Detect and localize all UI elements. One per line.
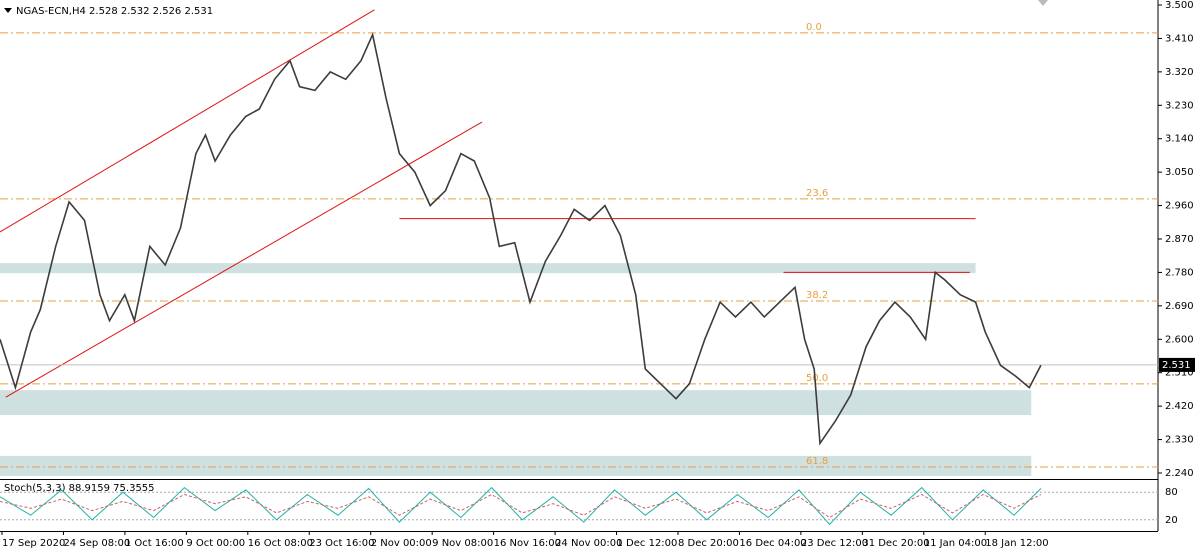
y-tick-label: 3.410 <box>1165 33 1194 44</box>
stoch-line <box>0 493 1042 519</box>
y-tick-label: 3.140 <box>1165 134 1194 145</box>
x-tick-label: 18 Jan 12:00 <box>985 538 1048 549</box>
fib-label: 23.6 <box>806 188 828 199</box>
y-tick-label: 3.050 <box>1165 167 1194 178</box>
y-tick-label: 2.510 <box>1165 368 1194 379</box>
indicator-title: Stoch(5,3,3) 88.9159 75.3555 <box>4 483 155 494</box>
zone <box>0 455 1032 476</box>
y-tick-label: 2.960 <box>1165 201 1194 212</box>
shift-marker <box>1038 0 1048 6</box>
x-tick-label: 16 Oct 08:00 <box>248 538 313 549</box>
fib-label: 0.0 <box>806 22 822 33</box>
x-tick-label: 8 Dec 20:00 <box>678 538 739 549</box>
y-tick-label: 20 <box>1165 515 1178 526</box>
y-tick-label: 2.870 <box>1165 234 1194 245</box>
fib-label: 38.2 <box>806 290 828 301</box>
y-tick-label: 3.320 <box>1165 67 1194 78</box>
x-tick-label: 9 Nov 08:00 <box>432 538 493 549</box>
y-tick-label: 2.600 <box>1165 334 1194 345</box>
y-tick-label: 2.240 <box>1165 468 1194 479</box>
x-tick-label: 31 Dec 20:00 <box>862 538 929 549</box>
current-price-box <box>1159 357 1195 372</box>
zone <box>0 263 976 274</box>
x-tick-label: 16 Nov 16:00 <box>494 538 561 549</box>
x-tick-label: 17 Sep 2020 <box>2 538 65 549</box>
symbol-icon <box>4 8 12 13</box>
stoch-line <box>0 486 1042 526</box>
price-line <box>0 32 1042 446</box>
y-tick-label: 3.230 <box>1165 100 1194 111</box>
y-tick-label: 2.780 <box>1165 267 1194 278</box>
fib-label: 50.0 <box>806 373 828 384</box>
zone <box>0 390 1032 416</box>
x-tick-label: 2 Nov 00:00 <box>371 538 432 549</box>
y-tick-label: 2.420 <box>1165 401 1194 412</box>
x-tick-label: 23 Dec 12:00 <box>801 538 868 549</box>
fib-label: 61.8 <box>806 456 828 467</box>
x-tick-label: 16 Dec 04:00 <box>739 538 806 549</box>
x-tick-label: 24 Sep 08:00 <box>63 538 130 549</box>
x-tick-label: 1 Oct 16:00 <box>125 538 184 549</box>
x-tick-label: 1 Dec 12:00 <box>617 538 678 549</box>
y-tick-label: 3.500 <box>1165 0 1194 11</box>
chart-title: NGAS-ECN,H4 2.528 2.532 2.526 2.531 <box>16 6 213 17</box>
y-tick-label: 2.690 <box>1165 301 1194 312</box>
y-tick-label: 80 <box>1165 487 1178 498</box>
trend-line <box>0 9 375 233</box>
x-tick-label: 9 Oct 00:00 <box>186 538 245 549</box>
x-tick-label: 24 Nov 00:00 <box>555 538 622 549</box>
y-tick-label: 2.330 <box>1165 435 1194 446</box>
x-tick-label: 11 Jan 04:00 <box>924 538 987 549</box>
x-tick-label: 23 Oct 16:00 <box>309 538 374 549</box>
trend-line <box>5 121 483 398</box>
current-price-label: 2.531 <box>1162 360 1191 371</box>
